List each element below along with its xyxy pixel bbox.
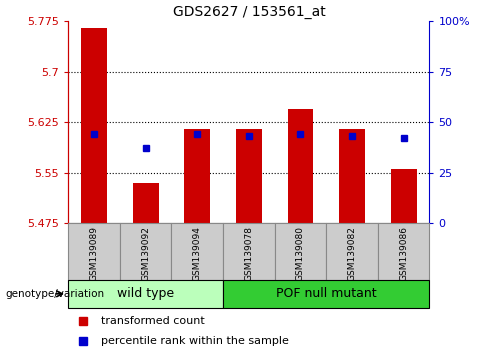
Text: transformed count: transformed count [101, 316, 204, 326]
Text: GSM139094: GSM139094 [193, 226, 202, 281]
Title: GDS2627 / 153561_at: GDS2627 / 153561_at [172, 5, 325, 19]
Text: GSM139086: GSM139086 [399, 226, 408, 281]
Bar [236, 129, 262, 223]
Bar [68, 280, 223, 308]
Text: GSM139082: GSM139082 [347, 226, 357, 281]
Text: percentile rank within the sample: percentile rank within the sample [101, 336, 289, 346]
Text: GSM139080: GSM139080 [296, 226, 305, 281]
Bar [184, 129, 210, 223]
Bar [133, 183, 159, 223]
Bar [223, 280, 429, 308]
Bar [120, 223, 171, 280]
Text: POF null mutant: POF null mutant [276, 287, 377, 300]
Bar [275, 223, 326, 280]
Text: GSM139089: GSM139089 [90, 226, 99, 281]
Bar [391, 169, 417, 223]
Bar [171, 223, 223, 280]
Bar [223, 223, 275, 280]
Bar [81, 28, 107, 223]
Bar [378, 223, 429, 280]
Bar [326, 223, 378, 280]
Text: genotype/variation: genotype/variation [5, 289, 104, 299]
Text: wild type: wild type [117, 287, 174, 300]
Bar [287, 109, 313, 223]
Bar [68, 223, 120, 280]
Text: GSM139092: GSM139092 [141, 226, 150, 281]
Bar [339, 129, 365, 223]
Text: GSM139078: GSM139078 [244, 226, 253, 281]
